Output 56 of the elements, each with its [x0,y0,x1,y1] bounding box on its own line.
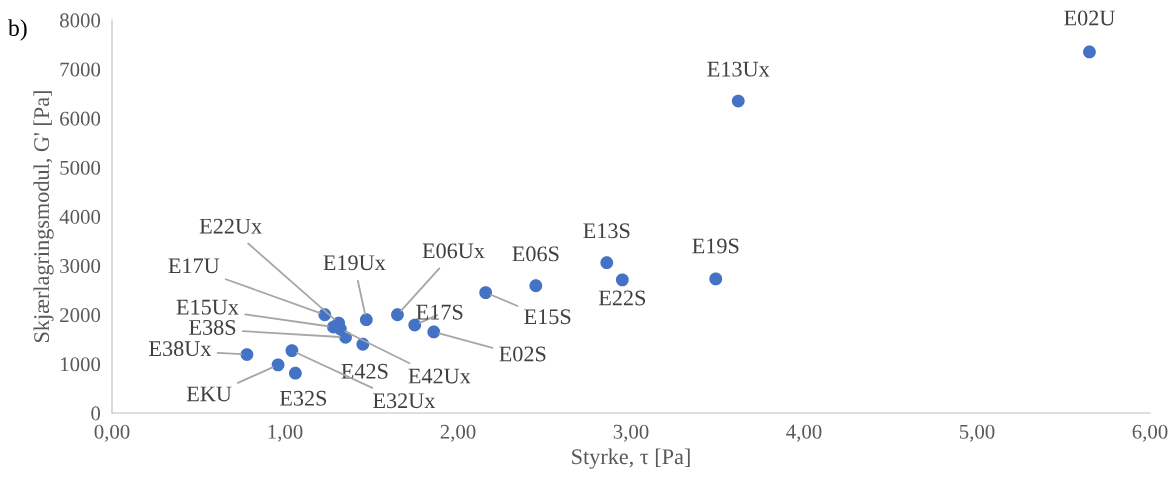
annotation: E06Ux [422,243,485,259]
y-axis-title: Skjærlagringsmodul, G' [Pa] [33,91,54,343]
y-tick-label: 8000 [60,13,101,28]
x-tick-label: 0,00 [94,424,130,442]
y-tick-label: 4000 [59,209,101,224]
point [359,313,373,327]
point [427,325,441,339]
x-tick-label: 1,00 [268,424,303,442]
point [333,322,347,336]
annotation: E02U [1064,10,1115,26]
annotation: E19S [692,238,739,254]
annotation: E32Ux [373,393,436,409]
annotation: E32S [279,390,327,406]
y-tick-label: 3000 [60,259,101,274]
point [615,273,629,287]
x-tick-label: 4,00 [786,424,822,442]
y-tick-label: 1000 [61,357,101,372]
point [288,366,302,380]
annotation: E42Ux [408,368,471,384]
point [285,344,299,358]
annotation: E17S [416,304,463,320]
annotation: E02S [499,346,546,362]
y-tick-label: 6000 [60,111,101,126]
x-axis-title: Styrke, τ [Pa] [572,448,690,469]
y-tick-label: 0 [91,406,101,421]
y-tick-label: 2000 [60,308,101,323]
point [709,272,723,286]
point [408,318,422,332]
x-tick-label: 6,00 [1132,424,1168,442]
annotation: E22S [598,290,646,306]
annotation: E22Ux [199,218,262,234]
annotation: E15S [524,309,571,325]
point [391,308,404,322]
annotation: E19Ux [323,255,386,271]
x-tick-label: 3,00 [613,424,649,442]
annotation: E13S [583,223,630,239]
text: b) [8,19,27,41]
point [240,348,254,361]
y-tick-label: 7000 [60,62,101,77]
x-tick-label: 5,00 [959,424,995,442]
annotation: E15Ux [176,299,239,315]
point [731,94,745,108]
annotation: EKU [186,386,232,402]
point [600,256,614,270]
annotation: E13Ux [707,61,770,77]
y-tick-label: 5000 [60,160,101,175]
annotation: E38Ux [149,341,212,357]
point [479,286,493,300]
point [271,358,285,372]
annotation: E17U [168,258,220,274]
annotation: E06S [512,246,559,262]
annotation: E42S [341,363,388,379]
point [529,279,543,293]
annotation: E38S [189,319,236,335]
point [1083,45,1096,59]
x-tick-label: 2,00 [440,424,476,442]
